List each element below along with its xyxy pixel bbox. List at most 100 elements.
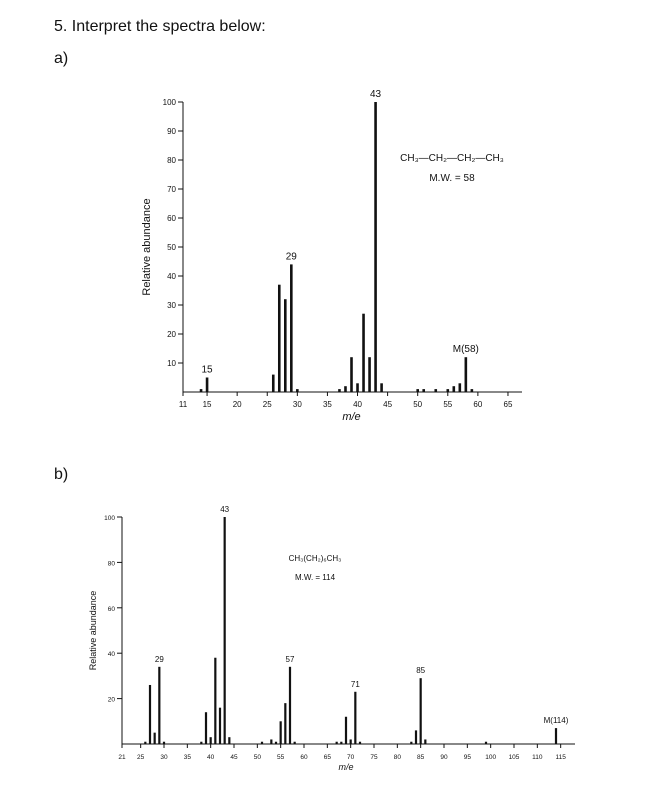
molecular-weight: M.W. = 58 xyxy=(429,173,475,184)
y-tick-label: 40 xyxy=(108,651,116,658)
peak-bar xyxy=(271,374,275,392)
compound-formula: CH₃—CH₂—CH₂—CH₃ xyxy=(400,153,504,164)
x-tick-label: 40 xyxy=(353,400,362,409)
peak-bar xyxy=(260,741,264,744)
x-tick-label: 80 xyxy=(394,754,402,761)
x-tick-label: 95 xyxy=(464,754,472,761)
x-tick-label: 45 xyxy=(383,400,392,409)
peak-bar xyxy=(354,691,357,744)
mass-spectrum-b: 20 40 60 80 100 21 25 30 35 40 45 50 55 60 65 70 75 80 85 9… xyxy=(88,505,575,772)
mass-spectrum-a: 10 20 30 40 50 60 70 80 90 100 11 15 20 25 30 35 40 45 50 5… xyxy=(141,89,522,423)
y-tick-label: 40 xyxy=(167,272,176,281)
x-tick-label: 115 xyxy=(555,754,566,761)
peak-bar xyxy=(228,737,231,744)
peak-bar xyxy=(349,739,352,744)
y-axis-label: Relative abundance xyxy=(88,591,98,671)
y-tick-label: 80 xyxy=(108,560,116,567)
x-tick-label: 70 xyxy=(347,754,355,761)
peak-bar xyxy=(350,357,353,392)
peak-bar xyxy=(362,313,365,392)
peak-bar xyxy=(335,741,338,744)
peak-bar xyxy=(205,377,209,392)
question-title: 5. Interpret the spectra below: xyxy=(54,18,266,35)
peak-bar xyxy=(464,357,468,392)
x-tick-label: 55 xyxy=(443,400,452,409)
y-tick-label: 90 xyxy=(167,127,176,136)
peak-bar xyxy=(458,383,462,392)
peak-label: 85 xyxy=(416,666,425,675)
peak-bar xyxy=(223,517,226,744)
peak-bar xyxy=(410,741,413,744)
peak-bar xyxy=(290,264,293,392)
peak-bar xyxy=(153,732,156,744)
peak-label: 57 xyxy=(286,655,295,664)
part-b-label: b) xyxy=(54,466,69,483)
x-tick-label: 90 xyxy=(440,754,448,761)
peak-bar xyxy=(554,728,558,744)
y-tick-label: 20 xyxy=(167,330,176,339)
x-tick-label: 50 xyxy=(254,754,262,761)
x-tick-label: 50 xyxy=(413,400,422,409)
peak-bar xyxy=(199,389,203,392)
peak-bar xyxy=(284,703,287,744)
peak-bar xyxy=(270,739,273,744)
x-tick-label: 105 xyxy=(509,754,520,761)
peak-bar xyxy=(214,657,217,744)
peak-bar xyxy=(419,678,422,744)
x-tick-label: 35 xyxy=(323,400,332,409)
peak-bar xyxy=(452,386,456,392)
peak-bar xyxy=(218,707,222,744)
peak-label: 29 xyxy=(155,655,164,664)
peak-bar xyxy=(434,389,438,392)
peak-bar xyxy=(162,741,166,744)
peak-bar xyxy=(296,389,299,392)
peak-bar xyxy=(274,741,278,744)
peak-label: 43 xyxy=(220,505,229,514)
peak-bar xyxy=(344,386,347,392)
peak-bar xyxy=(358,741,362,744)
peak-label: 29 xyxy=(286,251,298,262)
x-tick-label: 40 xyxy=(207,754,215,761)
y-tick-label: 10 xyxy=(167,359,176,368)
peak-bar xyxy=(470,389,474,392)
y-tick-label: 50 xyxy=(167,243,176,252)
peak-bar xyxy=(484,741,488,744)
peak-label: M(114) xyxy=(544,716,569,725)
peak-bar xyxy=(284,299,287,392)
x-tick-label: 30 xyxy=(160,754,168,761)
peak-bar xyxy=(288,666,292,744)
compound-formula: CH₃(CH₂)₆CH₃ xyxy=(289,554,342,563)
x-tick-label: 30 xyxy=(293,400,302,409)
peak-bar xyxy=(380,383,383,392)
x-tick-label: 65 xyxy=(324,754,332,761)
x-tick-label: 85 xyxy=(417,754,425,761)
peak-bar xyxy=(416,389,419,392)
x-tick-label: 55 xyxy=(277,754,285,761)
y-tick-label: 60 xyxy=(167,214,176,223)
y-tick-label: 100 xyxy=(163,98,177,107)
peak-bar xyxy=(446,389,450,392)
x-tick-label: 25 xyxy=(263,400,272,409)
x-tick-label: 100 xyxy=(485,754,496,761)
x-tick-label: 20 xyxy=(233,400,242,409)
peak-bar xyxy=(340,741,343,744)
peak-bar xyxy=(422,389,426,392)
peak-bar xyxy=(368,357,371,392)
peak-label: 15 xyxy=(202,365,214,376)
part-a-label: a) xyxy=(54,50,69,67)
y-tick-label: 30 xyxy=(167,301,176,310)
x-axis-label: m/e xyxy=(338,762,353,772)
peak-bar xyxy=(338,389,341,392)
peak-bar xyxy=(279,721,282,744)
peak-bar xyxy=(277,284,281,392)
peak-label: 43 xyxy=(370,89,382,100)
y-tick-label: 70 xyxy=(167,185,176,194)
x-tick-label: 60 xyxy=(473,400,482,409)
y-axis-label: Relative abundance xyxy=(141,198,153,295)
peak-bar xyxy=(158,666,161,744)
x-tick-label: 11 xyxy=(179,400,188,409)
peak-bar xyxy=(204,712,208,744)
peak-bar xyxy=(148,684,152,744)
x-tick-label: 60 xyxy=(300,754,308,761)
peak-bar xyxy=(200,741,203,744)
